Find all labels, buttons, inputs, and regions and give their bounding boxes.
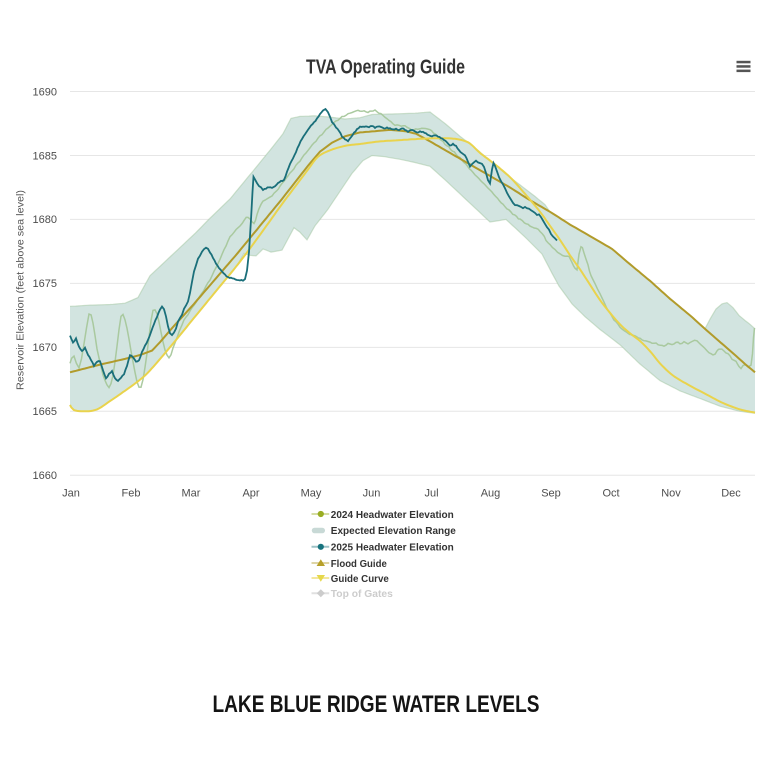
svg-text:Guide Curve: Guide Curve <box>331 573 389 585</box>
svg-text:1675: 1675 <box>33 278 57 290</box>
svg-text:Top of Gates: Top of Gates <box>331 588 393 600</box>
svg-text:Reservoir Elevation (feet abov: Reservoir Elevation (feet above sea leve… <box>15 190 27 390</box>
svg-text:Jun: Jun <box>363 488 381 500</box>
svg-text:Jul: Jul <box>424 488 438 500</box>
svg-text:Jan: Jan <box>62 488 80 500</box>
svg-text:1670: 1670 <box>33 342 57 354</box>
svg-text:1685: 1685 <box>33 150 57 162</box>
svg-text:1660: 1660 <box>33 470 57 482</box>
svg-text:Mar: Mar <box>182 488 201 500</box>
svg-text:2025 Headwater Elevation: 2025 Headwater Elevation <box>331 542 454 554</box>
svg-text:1690: 1690 <box>33 86 57 98</box>
svg-text:Aug: Aug <box>481 488 501 500</box>
svg-text:2024 Headwater Elevation: 2024 Headwater Elevation <box>331 509 454 521</box>
svg-text:1680: 1680 <box>33 214 57 226</box>
svg-text:Apr: Apr <box>242 488 259 500</box>
svg-text:Expected Elevation Range: Expected Elevation Range <box>331 525 456 537</box>
svg-text:Feb: Feb <box>122 488 141 500</box>
svg-text:May: May <box>301 488 322 500</box>
svg-text:Flood Guide: Flood Guide <box>331 558 387 570</box>
svg-text:Nov: Nov <box>661 488 681 500</box>
svg-text:Oct: Oct <box>602 488 619 500</box>
svg-text:LAKE BLUE RIDGE WATER LEVELS: LAKE BLUE RIDGE WATER LEVELS <box>213 691 540 718</box>
svg-text:1665: 1665 <box>33 406 57 418</box>
svg-text:Dec: Dec <box>721 488 741 500</box>
svg-text:Sep: Sep <box>541 488 561 500</box>
svg-text:TVA Operating Guide: TVA Operating Guide <box>306 57 465 79</box>
